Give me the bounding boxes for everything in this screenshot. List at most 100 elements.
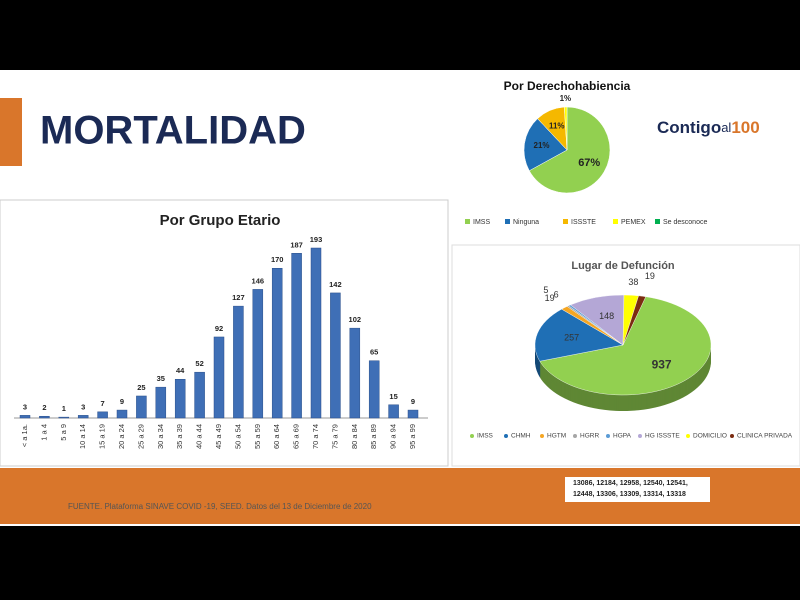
value-label: 257 — [564, 332, 579, 342]
legend-label: CHMH — [511, 433, 531, 440]
value-label: 187 — [290, 240, 303, 249]
x-tick-label: 1 a 4 — [39, 424, 48, 441]
value-label: 38 — [628, 277, 638, 287]
logo-part: Contigo — [657, 118, 721, 137]
pie-slice — [523, 118, 568, 172]
value-label: 11% — [549, 121, 565, 130]
legend-label: HGTM — [547, 433, 566, 440]
x-tick-label: 60 a 64 — [272, 424, 281, 449]
accent-block — [0, 98, 22, 166]
value-label: 92 — [215, 324, 223, 333]
legend-label: HG ISSSTE — [645, 433, 680, 440]
bar — [291, 253, 302, 419]
legend-swatch — [563, 219, 568, 224]
value-label: 65 — [370, 348, 378, 357]
legend-swatch — [465, 219, 470, 224]
bar — [39, 415, 50, 419]
legend-label: Ninguna — [513, 219, 539, 226]
legend-swatch — [504, 434, 508, 438]
legend-swatch — [606, 434, 610, 438]
x-tick-label: 5 a 9 — [59, 424, 68, 441]
chart-title: Por Derechohabiencia — [504, 79, 631, 93]
x-tick-label: 85 a 89 — [369, 424, 378, 449]
x-tick-label: 50 a 54 — [233, 424, 242, 449]
value-label: 25 — [137, 383, 145, 392]
bar — [116, 409, 128, 419]
legend-label: Se desconoce — [663, 219, 707, 226]
bar — [194, 371, 205, 419]
legend-label: DOMICILIO — [693, 433, 727, 440]
x-tick-label: 95 a 99 — [408, 424, 417, 449]
value-label: 5 — [543, 285, 548, 295]
value-label: 148 — [599, 311, 614, 321]
x-tick-label: 80 a 84 — [350, 424, 359, 449]
x-tick-label: < a 1a. — [20, 424, 29, 447]
legend-label: CLINICA PRIVADA — [737, 433, 793, 440]
legend-swatch — [730, 434, 734, 438]
legend-label: HGPA — [613, 433, 632, 440]
chart-title: Lugar de Defunción — [571, 260, 675, 272]
legend-label: IMSS — [477, 433, 494, 440]
pie-slice — [539, 296, 712, 396]
value-label: 9 — [411, 397, 415, 406]
value-label: 2 — [42, 403, 46, 412]
x-tick-label: 15 a 19 — [98, 424, 107, 449]
bar — [407, 409, 419, 419]
pie-slice — [534, 308, 624, 362]
value-label: 1 — [62, 404, 66, 413]
x-tick-label: 90 a 94 — [389, 424, 398, 449]
bar — [233, 305, 244, 419]
value-label: 102 — [349, 315, 362, 324]
value-label: 146 — [252, 276, 265, 285]
value-label: 170 — [271, 255, 284, 264]
value-label: 127 — [232, 293, 245, 302]
legend-swatch — [470, 434, 474, 438]
legend-swatch — [505, 219, 510, 224]
bar — [136, 395, 147, 419]
bar — [252, 289, 264, 419]
bar — [271, 268, 283, 419]
x-tick-label: 25 a 29 — [136, 424, 145, 449]
value-label: 193 — [310, 235, 323, 244]
bar — [213, 336, 225, 419]
x-tick-label: 45 a 49 — [214, 424, 223, 449]
codes-box — [565, 477, 710, 502]
value-label: 15 — [389, 392, 397, 401]
x-tick-label: 65 a 69 — [292, 424, 301, 449]
legend-swatch — [686, 434, 690, 438]
value-label: 7 — [101, 399, 105, 408]
logo: Contigoal100 — [657, 118, 760, 137]
chart-title: Por Grupo Etario — [160, 212, 281, 229]
pie-slice — [528, 106, 611, 194]
bar — [310, 247, 322, 419]
bar — [155, 386, 167, 419]
value-label: 44 — [176, 366, 185, 375]
value-label: 9 — [120, 397, 124, 406]
x-tick-label: 70 a 74 — [311, 424, 320, 449]
value-label: 21% — [534, 141, 550, 150]
value-label: 3 — [23, 402, 27, 411]
x-tick-label: 10 a 14 — [78, 424, 87, 449]
value-label: 67% — [578, 157, 600, 169]
x-tick-label: 35 a 39 — [175, 424, 184, 449]
legend-label: IMSS — [473, 219, 490, 226]
legend-swatch — [613, 219, 618, 224]
value-label: 937 — [652, 358, 672, 372]
logo-part: 100 — [731, 118, 759, 137]
codes-line: 12448, 13306, 13309, 13314, 13318 — [573, 491, 686, 498]
bar — [77, 415, 89, 419]
pie-slice — [622, 295, 647, 346]
x-tick-label: 30 a 34 — [156, 424, 165, 449]
slide-title: MORTALIDAD — [40, 109, 306, 153]
bar — [58, 416, 70, 419]
value-label: 35 — [157, 374, 165, 383]
legend-label: HGRR — [580, 433, 599, 440]
x-tick-label: 55 a 59 — [253, 424, 262, 449]
value-label: 52 — [195, 359, 203, 368]
x-tick-label: 75 a 79 — [330, 424, 339, 449]
bar — [349, 327, 361, 419]
value-label: 19 — [645, 271, 655, 281]
x-tick-label: 40 a 44 — [195, 424, 204, 449]
value-label: 6 — [554, 290, 559, 300]
